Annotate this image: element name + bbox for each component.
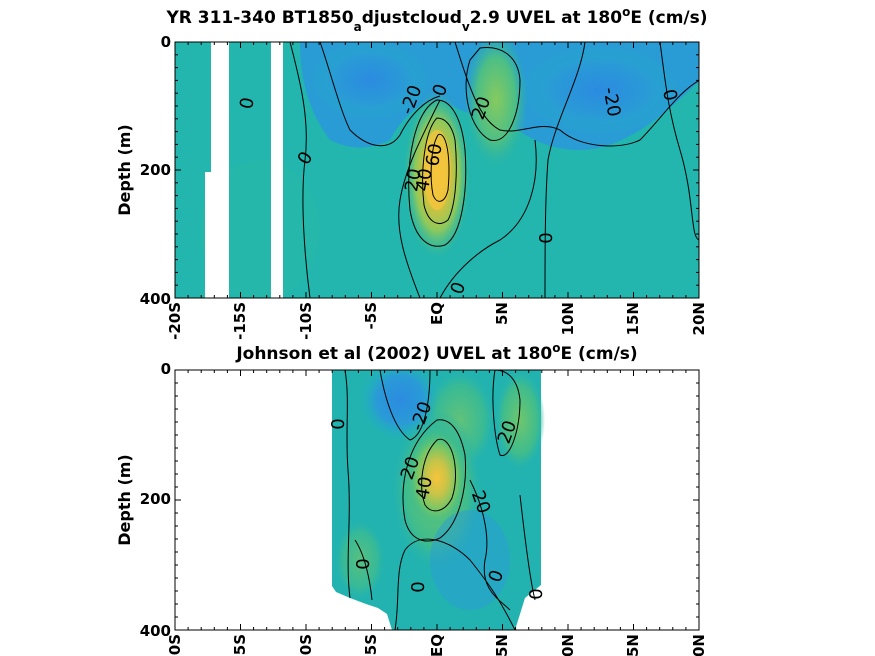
bottom-green-lobe-b bbox=[495, 370, 545, 470]
top-contour-60 bbox=[430, 133, 450, 202]
bottom-label-0c: 0 bbox=[408, 581, 429, 592]
bottom-label-0a: 0 bbox=[328, 418, 349, 429]
bottom-xtick-20s: -20S bbox=[166, 634, 184, 656]
top-xticks: -20S -15S -10S -5S EQ 5N 10N 15N 20N bbox=[166, 302, 708, 340]
bottom-xtick-15s: -15S bbox=[231, 634, 249, 656]
bottom-euc-core bbox=[407, 430, 467, 526]
top-blue-core bbox=[520, 45, 680, 135]
bottom-contour-0-west bbox=[344, 370, 351, 599]
bottom-label-0b: 0 bbox=[353, 558, 374, 569]
bottom-green-lobe-c bbox=[335, 520, 385, 600]
top-panel: YR 311-340 BT1850adjustcloudv2.9 UVEL at… bbox=[115, 5, 708, 340]
bottom-xtick-10s: -10S bbox=[297, 634, 315, 656]
top-xtick-eq: EQ bbox=[428, 302, 446, 325]
top-contour-40 bbox=[422, 117, 457, 224]
bottom-title: Johnson et al (2002) UVEL at 180oE (cm/s… bbox=[235, 341, 637, 364]
bottom-heatmap: 0 -20 20 40 20 20 0 0 0 0 bbox=[328, 370, 547, 630]
top-contour-20-upper bbox=[465, 46, 521, 141]
top-euc-center bbox=[423, 130, 451, 210]
top-label-40: 40 bbox=[412, 167, 437, 193]
bottom-contour-40 bbox=[421, 438, 456, 512]
top-contour-m20 bbox=[454, 42, 699, 147]
top-label-m20b: -20 bbox=[599, 86, 625, 119]
top-xtick-5s: -5S bbox=[362, 302, 380, 329]
top-xtick-20n: 20N bbox=[690, 302, 708, 335]
bottom-label-0e: 0 bbox=[526, 588, 547, 599]
top-contour-20 bbox=[408, 99, 467, 247]
bottom-panel: Johnson et al (2002) UVEL at 180oE (cm/s… bbox=[115, 341, 708, 656]
top-xtick-20s: -20S bbox=[166, 302, 184, 340]
bottom-contour-20 bbox=[402, 419, 467, 542]
top-missing-band-1b bbox=[205, 172, 213, 298]
top-ytick-400: 400 bbox=[140, 290, 171, 308]
top-label-20b: 20 bbox=[401, 167, 426, 193]
top-upper-lobe bbox=[464, 42, 528, 170]
bottom-contour-m20 bbox=[379, 370, 431, 441]
top-xtick-10s: -10S bbox=[297, 302, 315, 340]
top-xtick-10n: 10N bbox=[559, 302, 577, 335]
top-blue-core-west bbox=[310, 42, 430, 120]
bottom-ylabel: Depth (m) bbox=[115, 454, 134, 546]
top-heatmap: 0 -20 0 20 0 20 40 60 -20 0 0 0 bbox=[175, 42, 699, 298]
bottom-xtick-15n: 15N bbox=[624, 634, 642, 656]
bottom-contour-0-sw bbox=[354, 539, 373, 601]
top-xtick-15s: -15S bbox=[231, 302, 249, 340]
bottom-xtick-5s: -5S bbox=[362, 634, 380, 656]
bottom-contour-0-lower bbox=[394, 538, 516, 630]
top-contour-0-east bbox=[544, 42, 586, 298]
bottom-ytick-400: 400 bbox=[140, 622, 171, 640]
top-ytick-200: 200 bbox=[140, 161, 171, 179]
top-contour-0-far-east bbox=[659, 42, 699, 241]
bottom-xtick-20n: 20N bbox=[690, 634, 708, 656]
bottom-contour-0-east bbox=[519, 494, 536, 601]
top-label-0d: 0 bbox=[658, 88, 681, 103]
top-ytick-0: 0 bbox=[161, 33, 171, 51]
bottom-label-40: 40 bbox=[412, 475, 437, 501]
bottom-xtick-10n: 10N bbox=[559, 634, 577, 656]
top-missing-band-1 bbox=[211, 42, 229, 298]
bottom-ytick-0: 0 bbox=[161, 360, 171, 378]
top-label-0e: 0 bbox=[536, 232, 557, 243]
top-deep-region bbox=[200, 160, 320, 298]
bottom-xtick-eq: EQ bbox=[428, 634, 446, 656]
top-contour-0-upper bbox=[319, 42, 441, 147]
bottom-xtick-5n: 5N bbox=[493, 634, 511, 656]
top-xtick-15n: 15N bbox=[624, 302, 642, 335]
top-title: YR 311-340 BT1850adjustcloudv2.9 UVEL at… bbox=[165, 5, 707, 34]
top-label-60: 60 bbox=[422, 142, 447, 168]
bottom-xticks: -20S -15S -10S -5S EQ 5N 10N 15N 20N bbox=[166, 634, 708, 656]
bottom-ytick-200: 200 bbox=[140, 490, 171, 508]
top-missing-band-2 bbox=[271, 42, 283, 298]
bottom-tick-marks bbox=[174, 369, 700, 631]
bottom-contour-20-east bbox=[492, 370, 521, 456]
top-contour-0-west bbox=[289, 42, 311, 298]
top-ylabel: Depth (m) bbox=[115, 124, 134, 216]
top-tick-marks bbox=[174, 41, 700, 299]
top-xtick-5n: 5N bbox=[493, 302, 511, 325]
top-contour-0-euc-east bbox=[439, 139, 537, 298]
top-label-0a: 0 bbox=[236, 96, 259, 111]
top-contour-0-euc-west bbox=[398, 99, 441, 298]
